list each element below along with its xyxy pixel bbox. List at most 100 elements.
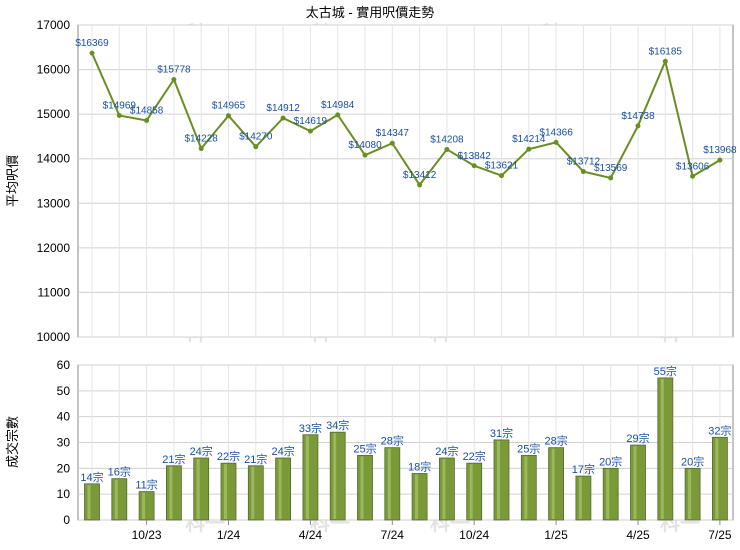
price-y-tick-label: 15000	[37, 107, 71, 121]
price-y-tick-label: 13000	[37, 196, 71, 210]
price-data-label: $14858	[130, 105, 164, 116]
volume-bar-highlight	[442, 459, 446, 519]
volume-bar-highlight	[305, 435, 309, 519]
volume-bar	[357, 455, 373, 521]
volume-y-tick-label: 0	[63, 513, 70, 527]
volume-bar	[329, 431, 346, 521]
volume-bar-highlight	[633, 446, 637, 519]
volume-bar-highlight	[169, 466, 173, 519]
price-point	[499, 173, 504, 179]
volume-bars	[84, 377, 728, 521]
price-point	[280, 115, 286, 121]
price-data-label: $13842	[458, 151, 492, 162]
price-point	[116, 113, 122, 119]
price-data-label: $14347	[376, 128, 410, 139]
price-data-label: $13412	[403, 170, 437, 181]
price-data-label: $16185	[649, 46, 683, 57]
volume-bar-highlight	[660, 378, 664, 519]
volume-data-label: 29宗	[626, 431, 649, 445]
price-point	[526, 146, 532, 152]
volume-bar-highlight	[333, 433, 337, 519]
volume-bar	[220, 462, 237, 521]
volume-bar-highlight	[551, 448, 555, 519]
price-point	[417, 182, 423, 188]
price-data-label: $14080	[348, 140, 382, 151]
price-data-label: $14619	[294, 116, 328, 127]
price-data-label: $14912	[266, 103, 300, 114]
price-gridlines	[78, 24, 733, 338]
volume-panel: 0 10 20 30 40 50 60 成交宗數 14宗 16宗 11宗 21宗 24宗 22宗 21宗…	[5, 358, 734, 542]
volume-bar-highlight	[688, 469, 692, 519]
price-y-tick-label: 17000	[37, 18, 71, 32]
x-tick-label: 7/24	[381, 528, 405, 542]
volume-bar-highlight	[497, 440, 500, 519]
price-data-label: $14208	[430, 134, 464, 145]
price-data-label: $14965	[212, 101, 246, 112]
x-tick-label: 4/25	[626, 528, 650, 542]
volume-bar-highlight	[578, 477, 582, 519]
price-plot-area	[77, 24, 734, 338]
volume-data-labels: 14宗 16宗 11宗 21宗 24宗 22宗 21宗 24宗 33宗 34宗 25宗 28宗 18宗 2…	[80, 364, 731, 492]
x-tick-label: 1/24	[217, 528, 241, 542]
price-point	[335, 112, 341, 118]
volume-y-axis-ticks: 0 10 20 30 40 50 60	[57, 358, 71, 527]
volume-data-label: 20宗	[599, 454, 622, 468]
volume-bar	[548, 447, 564, 521]
volume-data-label: 25宗	[517, 441, 540, 455]
price-panel: 10000 11000 12000 13000 14000 15000 16000 17000…	[5, 18, 737, 344]
volume-bar-highlight	[224, 464, 227, 519]
x-tick-label: 7/25	[708, 528, 732, 542]
price-data-label: $14969	[103, 101, 137, 112]
volume-bar	[602, 467, 619, 521]
volume-data-label: 32宗	[708, 423, 731, 437]
price-data-label: $14270	[239, 132, 273, 143]
price-data-label: $13606	[676, 161, 710, 172]
volume-data-label: 14宗	[80, 470, 103, 484]
volume-bar	[657, 377, 674, 521]
volume-bar	[411, 473, 428, 521]
volume-bar	[466, 462, 483, 521]
volume-data-label: 25宗	[353, 441, 376, 455]
price-point	[362, 152, 368, 158]
volume-bar	[630, 444, 646, 521]
price-point	[253, 144, 259, 150]
volume-bar	[575, 475, 592, 521]
price-point	[553, 139, 559, 145]
volume-data-label: 20宗	[681, 454, 704, 468]
volume-bar	[138, 491, 155, 521]
price-point	[608, 175, 614, 181]
volume-bar	[520, 455, 537, 521]
volume-data-label: 55宗	[654, 364, 677, 378]
price-data-label: $14984	[321, 100, 355, 111]
price-y-tick-label: 12000	[37, 241, 71, 255]
price-data-label: $14214	[512, 134, 546, 145]
price-y-axis-ticks: 10000 11000 12000 13000 14000 15000 16000 17000	[37, 18, 71, 344]
volume-data-label: 28宗	[544, 434, 567, 448]
volume-y-tick-label: 60	[57, 358, 71, 372]
volume-bar	[247, 465, 264, 521]
volume-data-label: 24宗	[435, 444, 458, 458]
volume-bar-highlight	[87, 484, 91, 519]
price-point	[635, 123, 641, 129]
volume-bar-highlight	[142, 492, 146, 519]
volume-data-label: 28宗	[381, 434, 404, 448]
volume-y-tick-label: 10	[57, 487, 71, 501]
volume-data-label: 21宗	[162, 452, 185, 466]
volume-y-tick-label: 40	[57, 410, 71, 424]
volume-data-label: 33宗	[299, 421, 322, 435]
volume-data-label: 21宗	[244, 452, 267, 466]
price-data-label: $13621	[485, 161, 519, 172]
price-y-axis-label: 平均呎價	[5, 155, 20, 207]
volume-bar	[165, 465, 182, 521]
price-y-tick-label: 11000	[38, 285, 71, 299]
volume-y-tick-label: 30	[57, 436, 71, 450]
volume-data-label: 22宗	[217, 449, 240, 463]
volume-bar	[493, 439, 510, 521]
price-data-label: $14738	[621, 111, 655, 122]
x-tick-label: 10/23	[132, 528, 162, 542]
price-data-labels: $16369 $14969$14858 $15778 $14228 $14965 $142…	[75, 38, 737, 181]
price-data-points	[89, 50, 723, 188]
volume-bar-highlight	[114, 479, 118, 519]
volume-bar	[384, 447, 401, 521]
